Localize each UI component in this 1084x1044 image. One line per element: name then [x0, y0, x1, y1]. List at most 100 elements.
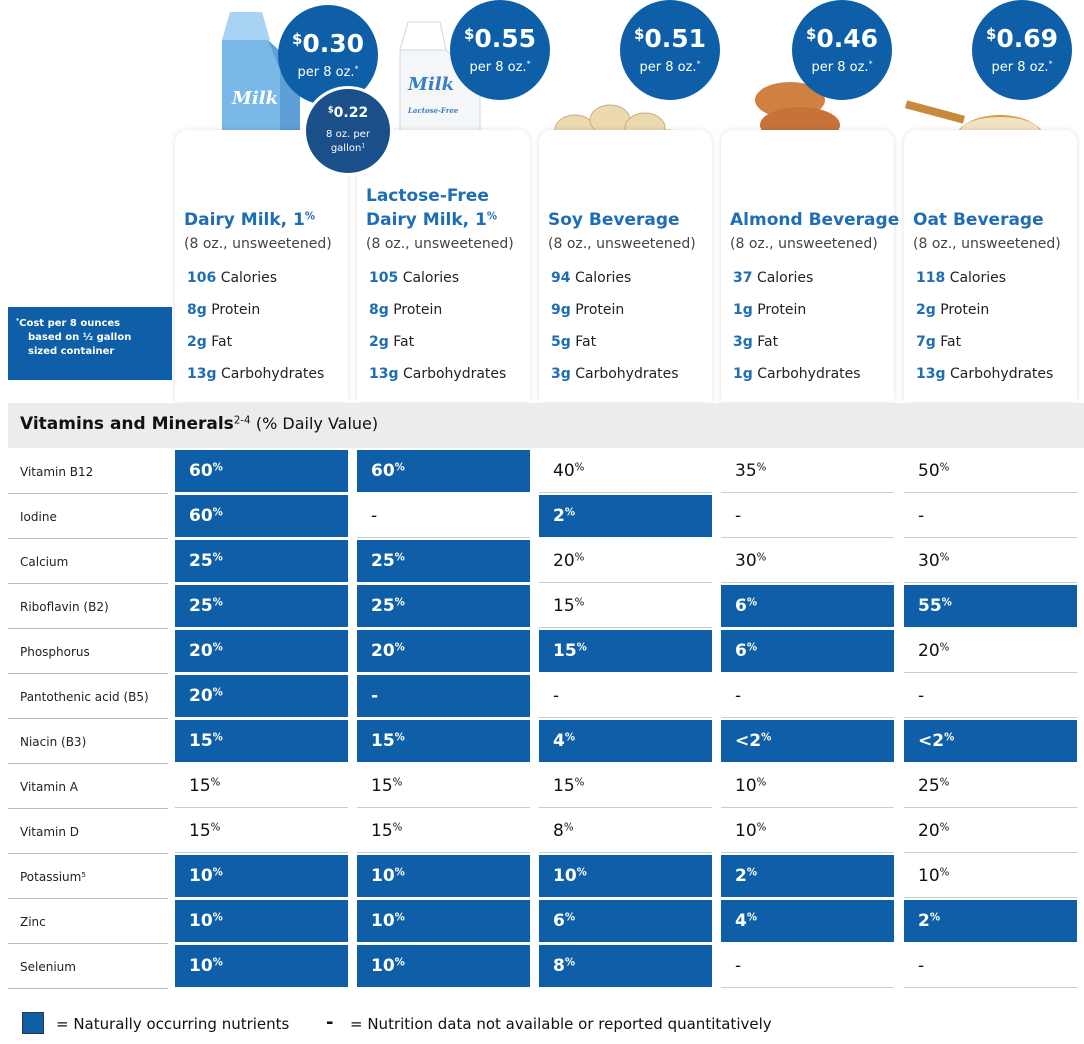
- cell-value-sup: %: [576, 867, 587, 879]
- nutrient-cell: 20%: [904, 630, 1077, 673]
- nutrient-label: Calories: [574, 270, 632, 286]
- serving: (8 oz., unsweetened): [366, 236, 514, 252]
- nutrient-cell-natural: 25%: [357, 585, 530, 627]
- cell-value-sup: %: [574, 552, 585, 564]
- row-label: Selenium: [8, 945, 168, 989]
- cell-value-sup: %: [212, 912, 223, 924]
- cell-value: -: [371, 686, 378, 706]
- price-currency: $: [633, 24, 645, 43]
- gallon-amount: $0.22: [306, 105, 390, 121]
- cell-value-text: -: [735, 686, 742, 706]
- package-text: Lactose-Free: [408, 106, 459, 115]
- cell-value-sup: %: [574, 777, 585, 789]
- product-name: Soy Beverage: [548, 210, 680, 230]
- nutrient-cell-natural: 60%: [175, 450, 348, 492]
- nutrient-cell-natural: 20%: [175, 630, 348, 672]
- nutrient-cell: -: [357, 495, 530, 538]
- cell-value: 30%: [735, 551, 766, 571]
- nutrient-label: Fat: [757, 334, 779, 350]
- cell-value-sup: %: [756, 822, 767, 834]
- nutrient-amount: 3g: [551, 366, 571, 382]
- row-label-name: Vitamin A: [20, 780, 78, 794]
- cell-value-text: 10: [189, 956, 213, 976]
- cell-value-text: 15: [553, 641, 577, 661]
- nutrient-label: Fat: [211, 334, 233, 350]
- cell-value-sup: %: [394, 732, 405, 744]
- cell-value-sup: %: [941, 597, 952, 609]
- nutrient: 13g Carbohydrates: [916, 366, 1053, 382]
- row-label-text: Niacin (B3): [20, 735, 86, 749]
- cell-value-text: 15: [189, 776, 211, 796]
- row-label-name: Vitamin B12: [20, 465, 94, 479]
- cell-value: 55%: [918, 596, 952, 616]
- cost-note-mark: *: [16, 317, 20, 325]
- cell-value-text: 10: [371, 866, 395, 886]
- cell-value-sup: %: [939, 777, 950, 789]
- price-value: 0.69: [996, 24, 1059, 53]
- nutrient-cell: 15%: [175, 810, 348, 853]
- nutrient-cell-natural: 10%: [175, 945, 348, 987]
- cell-value-text: 2: [735, 866, 747, 886]
- nutrient-cell: 15%: [539, 765, 712, 808]
- cell-value: 20%: [918, 821, 949, 841]
- price-badge: $0.69 per 8 oz.*: [972, 0, 1072, 100]
- nutrient-amount: 105: [369, 270, 399, 286]
- nutrient-cell: -: [904, 495, 1077, 538]
- nutrient-label: Fat: [575, 334, 597, 350]
- nutrient-cell-natural: 2%: [721, 855, 894, 897]
- cell-value: 10%: [189, 956, 223, 976]
- row-label-text: Vitamin D: [20, 825, 79, 839]
- nutrient-amount: 106: [187, 270, 217, 286]
- cell-value: 20%: [553, 551, 584, 571]
- cost-note-line: *Cost per 8 ounces: [16, 318, 120, 329]
- cell-value: 6%: [735, 596, 757, 616]
- cell-value-text: -: [735, 956, 742, 976]
- cell-value-text: 20: [918, 821, 940, 841]
- nutrient-amount: 2g: [369, 334, 389, 350]
- cell-value-text: 10: [371, 956, 395, 976]
- price-mark: *: [1048, 59, 1053, 69]
- price-unit: per 8 oz.*: [620, 60, 720, 75]
- cell-value: <2%: [735, 731, 771, 751]
- cell-value-text: 10: [918, 866, 940, 886]
- cell-value-text: 15: [371, 776, 393, 796]
- price-badge: $0.46 per 8 oz.*: [792, 0, 892, 100]
- cell-value-sup: %: [394, 597, 405, 609]
- cell-value-sup: %: [212, 597, 223, 609]
- nutrient-label: Protein: [393, 302, 443, 318]
- nutrient-cell: 15%: [175, 765, 348, 808]
- cell-value-text: 30: [735, 551, 757, 571]
- legend-missing: = Nutrition data not available or report…: [350, 1015, 772, 1033]
- cell-value: 15%: [189, 821, 220, 841]
- cell-value-sup: %: [939, 822, 950, 834]
- cell-value: 10%: [735, 821, 766, 841]
- price-amount: $0.46: [792, 24, 892, 53]
- cell-value-sup: %: [210, 777, 221, 789]
- product-name: Oat Beverage: [913, 210, 1044, 230]
- cell-value-text: -: [918, 956, 925, 976]
- cost-note: *Cost per 8 ounces based on ½ gallon sized…: [8, 307, 172, 380]
- nutrient: 8g Protein: [187, 302, 260, 318]
- cell-value: 10%: [735, 776, 766, 796]
- gallon-badge: $0.22 8 oz. per gallon1: [303, 86, 393, 176]
- cell-value-sup: %: [564, 912, 576, 924]
- product-name-text: Almond Beverage: [730, 210, 900, 230]
- serving: (8 oz., unsweetened): [913, 236, 1061, 252]
- cell-value: 4%: [553, 731, 575, 751]
- cell-value: 15%: [553, 776, 584, 796]
- cell-value-sup: %: [756, 777, 767, 789]
- nutrient-cell: 35%: [721, 450, 894, 493]
- nutrient-cell-natural: 2%: [904, 900, 1077, 942]
- cell-value-text: 60: [371, 461, 395, 481]
- nutrient-amount: 13g: [187, 366, 217, 382]
- row-label-sup: 5: [81, 870, 86, 880]
- nutrient: 37 Calories: [733, 270, 813, 286]
- cell-value-sup: %: [756, 462, 767, 474]
- cell-value-sup: %: [761, 732, 772, 744]
- nutrient-cell: 20%: [904, 810, 1077, 853]
- cell-value-sup: %: [929, 912, 941, 924]
- nutrient-cell-natural: 10%: [175, 900, 348, 942]
- cell-value-text: 25: [189, 551, 213, 571]
- row-label-name: Vitamin D: [20, 825, 80, 839]
